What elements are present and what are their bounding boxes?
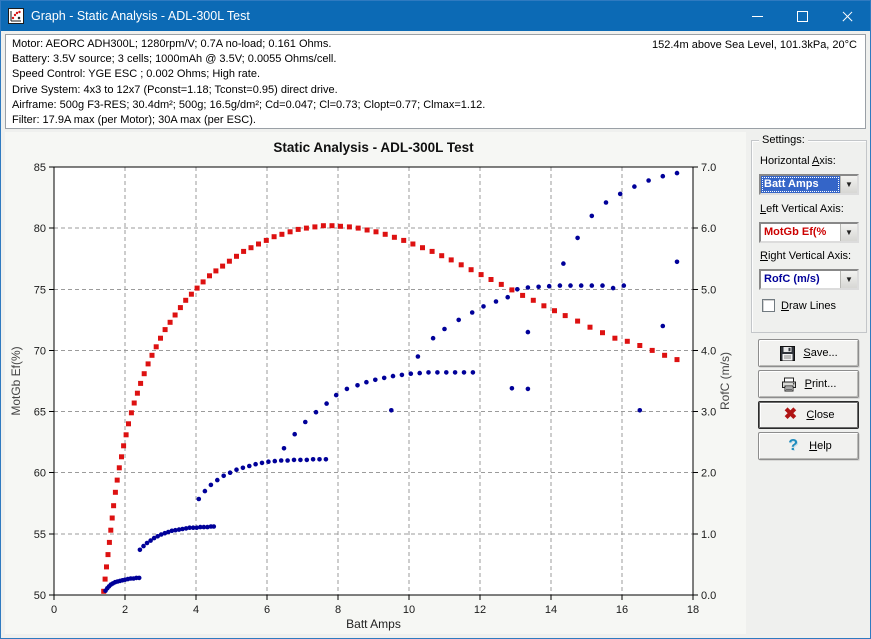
titlebar[interactable]: Graph - Static Analysis - ADL-300L Test bbox=[1, 1, 870, 31]
help-button-label: Help bbox=[809, 440, 832, 452]
svg-text:7.0: 7.0 bbox=[701, 162, 716, 174]
svg-text:60: 60 bbox=[34, 468, 46, 480]
svg-text:0: 0 bbox=[51, 604, 57, 616]
close-window-button[interactable] bbox=[825, 1, 870, 31]
chart-canvas: 50556065707580850.01.02.03.04.05.06.07.0… bbox=[9, 140, 732, 631]
close-button-label: Close bbox=[806, 409, 835, 421]
help-question-icon: ? bbox=[788, 437, 799, 454]
chart-area: 50 55 60 65 70 75 80 85 0.0 1.0 2.0 3.0 4.0 5.0 6.0 7.0… bbox=[5, 132, 746, 634]
app-icon bbox=[8, 8, 24, 24]
svg-text:0.0: 0.0 bbox=[701, 590, 716, 602]
svg-text:85: 85 bbox=[34, 162, 46, 174]
spec-line-battery: Battery: 3.5V source; 3 cells; 1000mAh @… bbox=[12, 53, 337, 66]
svg-text:18: 18 bbox=[687, 604, 699, 616]
settings-group-label: Settings: bbox=[759, 134, 808, 146]
floppy-disk-icon bbox=[779, 345, 795, 361]
svg-text:4.0: 4.0 bbox=[701, 345, 716, 357]
spec-line-motor: Motor: AEORC ADH300L; 1280rpm/V; 0.7A no… bbox=[12, 38, 332, 50]
spec-summary-panel: Motor: AEORC ADH300L; 1280rpm/V; 0.7A no… bbox=[5, 34, 866, 129]
window-title: Graph - Static Analysis - ADL-300L Test bbox=[31, 9, 250, 23]
spec-line-airframe: Airframe: 500g F3-RES; 30.4dm²; 500g; 16… bbox=[12, 98, 486, 111]
right-vertical-axis-value: RofC (m/s) bbox=[764, 273, 820, 285]
settings-group: Settings: Horizontal Axis: Batt Amps ▼ L… bbox=[751, 134, 867, 333]
svg-text:10: 10 bbox=[403, 604, 415, 616]
right-vertical-axis-label: Right Vertical Axis: bbox=[760, 250, 852, 262]
svg-text:6: 6 bbox=[264, 604, 270, 616]
svg-text:5.0: 5.0 bbox=[701, 284, 716, 296]
dropdown-arrow-icon[interactable]: ▼ bbox=[840, 176, 857, 193]
svg-text:RofC (m/s): RofC (m/s) bbox=[718, 352, 732, 410]
svg-text:80: 80 bbox=[34, 223, 46, 235]
spec-line-filter: Filter: 17.9A max (per Motor); 30A max (… bbox=[12, 114, 256, 127]
minimize-icon bbox=[752, 15, 763, 17]
svg-text:2.0: 2.0 bbox=[701, 468, 716, 480]
maximize-icon bbox=[797, 10, 808, 22]
horizontal-axis-value: Batt Amps bbox=[761, 176, 840, 193]
dropdown-arrow-icon[interactable]: ▼ bbox=[840, 224, 857, 241]
save-button-label: Save... bbox=[803, 347, 838, 359]
draw-lines-label: Draw Lines bbox=[781, 299, 837, 312]
svg-text:16: 16 bbox=[616, 604, 628, 616]
close-button[interactable]: ✖ Close bbox=[758, 401, 859, 429]
print-button[interactable]: Print... bbox=[758, 370, 859, 398]
left-vertical-axis-value: MotGb Ef(% bbox=[764, 226, 827, 238]
left-vertical-axis-label: Left Vertical Axis: bbox=[760, 203, 844, 215]
window-controls bbox=[735, 1, 870, 31]
close-icon bbox=[841, 10, 854, 23]
save-button[interactable]: Save... bbox=[758, 339, 859, 367]
svg-text:12: 12 bbox=[474, 604, 486, 616]
svg-text:Batt Amps: Batt Amps bbox=[346, 617, 401, 631]
right-vertical-axis-select[interactable]: RofC (m/s) ▼ bbox=[759, 269, 859, 290]
printer-icon bbox=[781, 376, 797, 392]
maximize-button[interactable] bbox=[780, 1, 825, 31]
svg-text:2: 2 bbox=[122, 604, 128, 616]
svg-text:55: 55 bbox=[34, 529, 46, 541]
print-button-label: Print... bbox=[804, 378, 837, 390]
left-vertical-axis-select[interactable]: MotGb Ef(% ▼ bbox=[759, 222, 859, 243]
horizontal-axis-select[interactable]: Batt Amps ▼ bbox=[759, 174, 859, 195]
svg-text:MotGb Ef(%): MotGb Ef(%) bbox=[9, 346, 23, 415]
svg-text:6.0: 6.0 bbox=[701, 223, 716, 235]
svg-text:4: 4 bbox=[193, 604, 199, 616]
horizontal-axis-label: Horizontal Axis: bbox=[760, 155, 836, 167]
svg-text:Static Analysis - ADL-300L Tes: Static Analysis - ADL-300L Test bbox=[273, 140, 474, 155]
svg-text:70: 70 bbox=[34, 345, 46, 357]
svg-text:65: 65 bbox=[34, 407, 46, 419]
draw-lines-checkbox[interactable] bbox=[762, 299, 775, 312]
svg-text:14: 14 bbox=[545, 604, 557, 616]
help-button[interactable]: ? Help bbox=[758, 432, 859, 460]
ambient-conditions: 152.4m above Sea Level, 101.3kPa, 20°C bbox=[652, 39, 857, 51]
draw-lines-option[interactable]: Draw Lines bbox=[762, 299, 836, 312]
spec-line-drive-system: Drive System: 4x3 to 12x7 (Pconst=1.18; … bbox=[12, 83, 338, 96]
minimize-button[interactable] bbox=[735, 1, 780, 31]
svg-text:75: 75 bbox=[34, 284, 46, 296]
dropdown-arrow-icon[interactable]: ▼ bbox=[840, 271, 857, 288]
svg-text:8: 8 bbox=[335, 604, 341, 616]
svg-text:1.0: 1.0 bbox=[701, 529, 716, 541]
svg-text:50: 50 bbox=[34, 590, 46, 602]
close-x-icon: ✖ bbox=[783, 406, 798, 423]
spec-line-speed-control: Speed Control: YGE ESC ; 0.002 Ohms; Hig… bbox=[12, 68, 261, 81]
svg-text:3.0: 3.0 bbox=[701, 407, 716, 419]
